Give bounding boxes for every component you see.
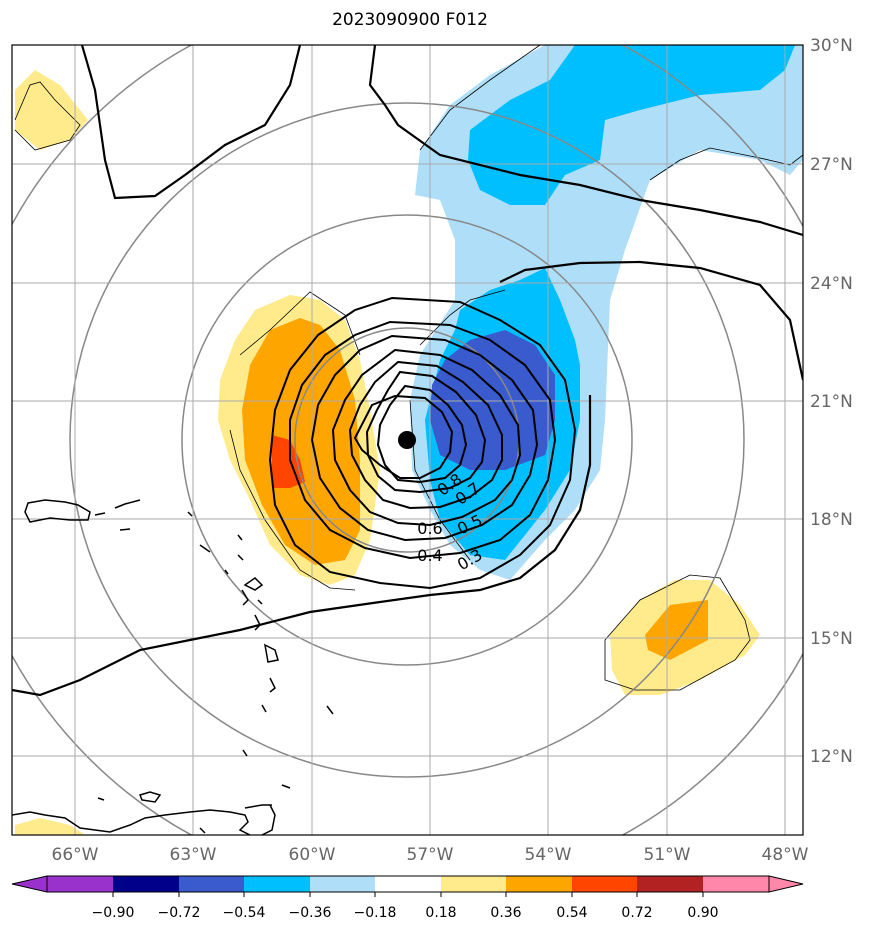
contour-label-06: 0.6	[417, 519, 442, 538]
colorbar-segment	[703, 876, 769, 892]
lat-label-12n: 12°N	[810, 747, 853, 767]
lat-label-18n: 18°N	[810, 510, 853, 530]
colorbar-segment	[47, 876, 113, 892]
lon-label-63w: 63°W	[170, 845, 217, 865]
lon-label-57w: 57°W	[407, 845, 454, 865]
longitude-labels: 66°W 63°W 60°W 57°W 54°W 51°W 48°W	[52, 845, 809, 865]
colorbar: −0.90 −0.72 −0.54 −0.36 −0.18 0.18 0.36 …	[11, 875, 804, 921]
pressure-contours	[12, 45, 803, 697]
colorbar-tick-label: 0.54	[556, 905, 587, 921]
lat-label-30n: 30°N	[810, 36, 853, 56]
colorbar-segment	[637, 876, 703, 892]
positive-region-east-core	[645, 600, 708, 660]
contour-label-04: 0.4	[417, 546, 442, 565]
colorbar-tick-label: −0.18	[354, 905, 397, 921]
latitude-labels: 30°N 27°N 24°N 21°N 18°N 15°N 12°N	[810, 36, 853, 767]
negative-region-mid	[468, 45, 795, 205]
lon-label-54w: 54°W	[525, 845, 572, 865]
positive-region-core	[272, 435, 305, 488]
colorbar-tick-label: 0.36	[490, 905, 521, 921]
lat-label-15n: 15°N	[810, 629, 853, 649]
closed-contours	[268, 296, 577, 590]
colorbar-tick-label: −0.54	[223, 905, 266, 921]
colorbar-tick-label: 0.18	[425, 905, 456, 921]
positive-region-sw	[15, 818, 85, 835]
coastlines	[12, 499, 334, 835]
lon-label-60w: 60°W	[289, 845, 336, 865]
lat-label-24n: 24°N	[810, 274, 853, 294]
lon-label-48w: 48°W	[762, 845, 809, 865]
colorbar-segment	[441, 876, 506, 892]
map-panel: 0.8 0.7 0.6 0.5 0.4 0.3	[12, 45, 803, 835]
lon-label-51w: 51°W	[644, 845, 691, 865]
colorbar-tick-label: 0.72	[621, 905, 652, 921]
colorbar-extend-high	[768, 875, 804, 893]
colorbar-tick-label: −0.36	[289, 905, 332, 921]
lat-label-21n: 21°N	[810, 392, 853, 412]
colorbar-segment	[113, 876, 179, 892]
positive-region-mid	[242, 318, 360, 565]
colorbar-tick-label: −0.72	[158, 905, 201, 921]
colorbar-segment	[244, 876, 310, 892]
storm-center-marker	[398, 431, 416, 449]
lat-label-27n: 27°N	[810, 155, 853, 175]
positive-region-nw	[15, 70, 88, 150]
colorbar-tick-label: 0.90	[687, 905, 718, 921]
colorbar-segment	[506, 876, 572, 892]
colorbar-segment	[179, 876, 244, 892]
colorbar-extend-low	[11, 875, 48, 893]
colorbar-segment	[310, 876, 375, 892]
lon-label-66w: 66°W	[52, 845, 99, 865]
map-frame	[11, 44, 804, 836]
colorbar-segment	[572, 876, 637, 892]
colorbar-tick-label: −0.90	[92, 905, 135, 921]
graticule	[12, 45, 803, 835]
map-title: 2023090900 F012	[332, 10, 488, 30]
colorbar-segment	[375, 876, 441, 892]
